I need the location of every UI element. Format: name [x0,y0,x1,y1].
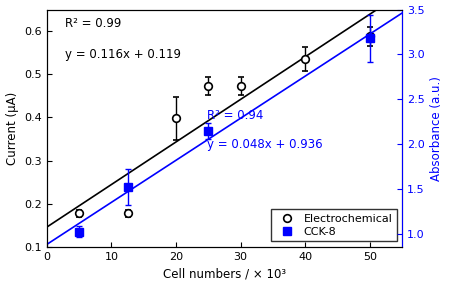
Text: R² = 0.94: R² = 0.94 [207,109,263,122]
Legend: Electrochemical, CCK-8: Electrochemical, CCK-8 [271,209,397,241]
Text: R² = 0.99: R² = 0.99 [65,17,121,30]
X-axis label: Cell numbers / × 10³: Cell numbers / × 10³ [163,267,286,281]
Text: y = 0.116x + 0.119: y = 0.116x + 0.119 [65,47,180,61]
Text: y = 0.048x + 0.936: y = 0.048x + 0.936 [207,138,322,151]
Y-axis label: Absorbance (a.u.): Absorbance (a.u.) [431,76,444,181]
Y-axis label: Current (μA): Current (μA) [5,92,18,165]
